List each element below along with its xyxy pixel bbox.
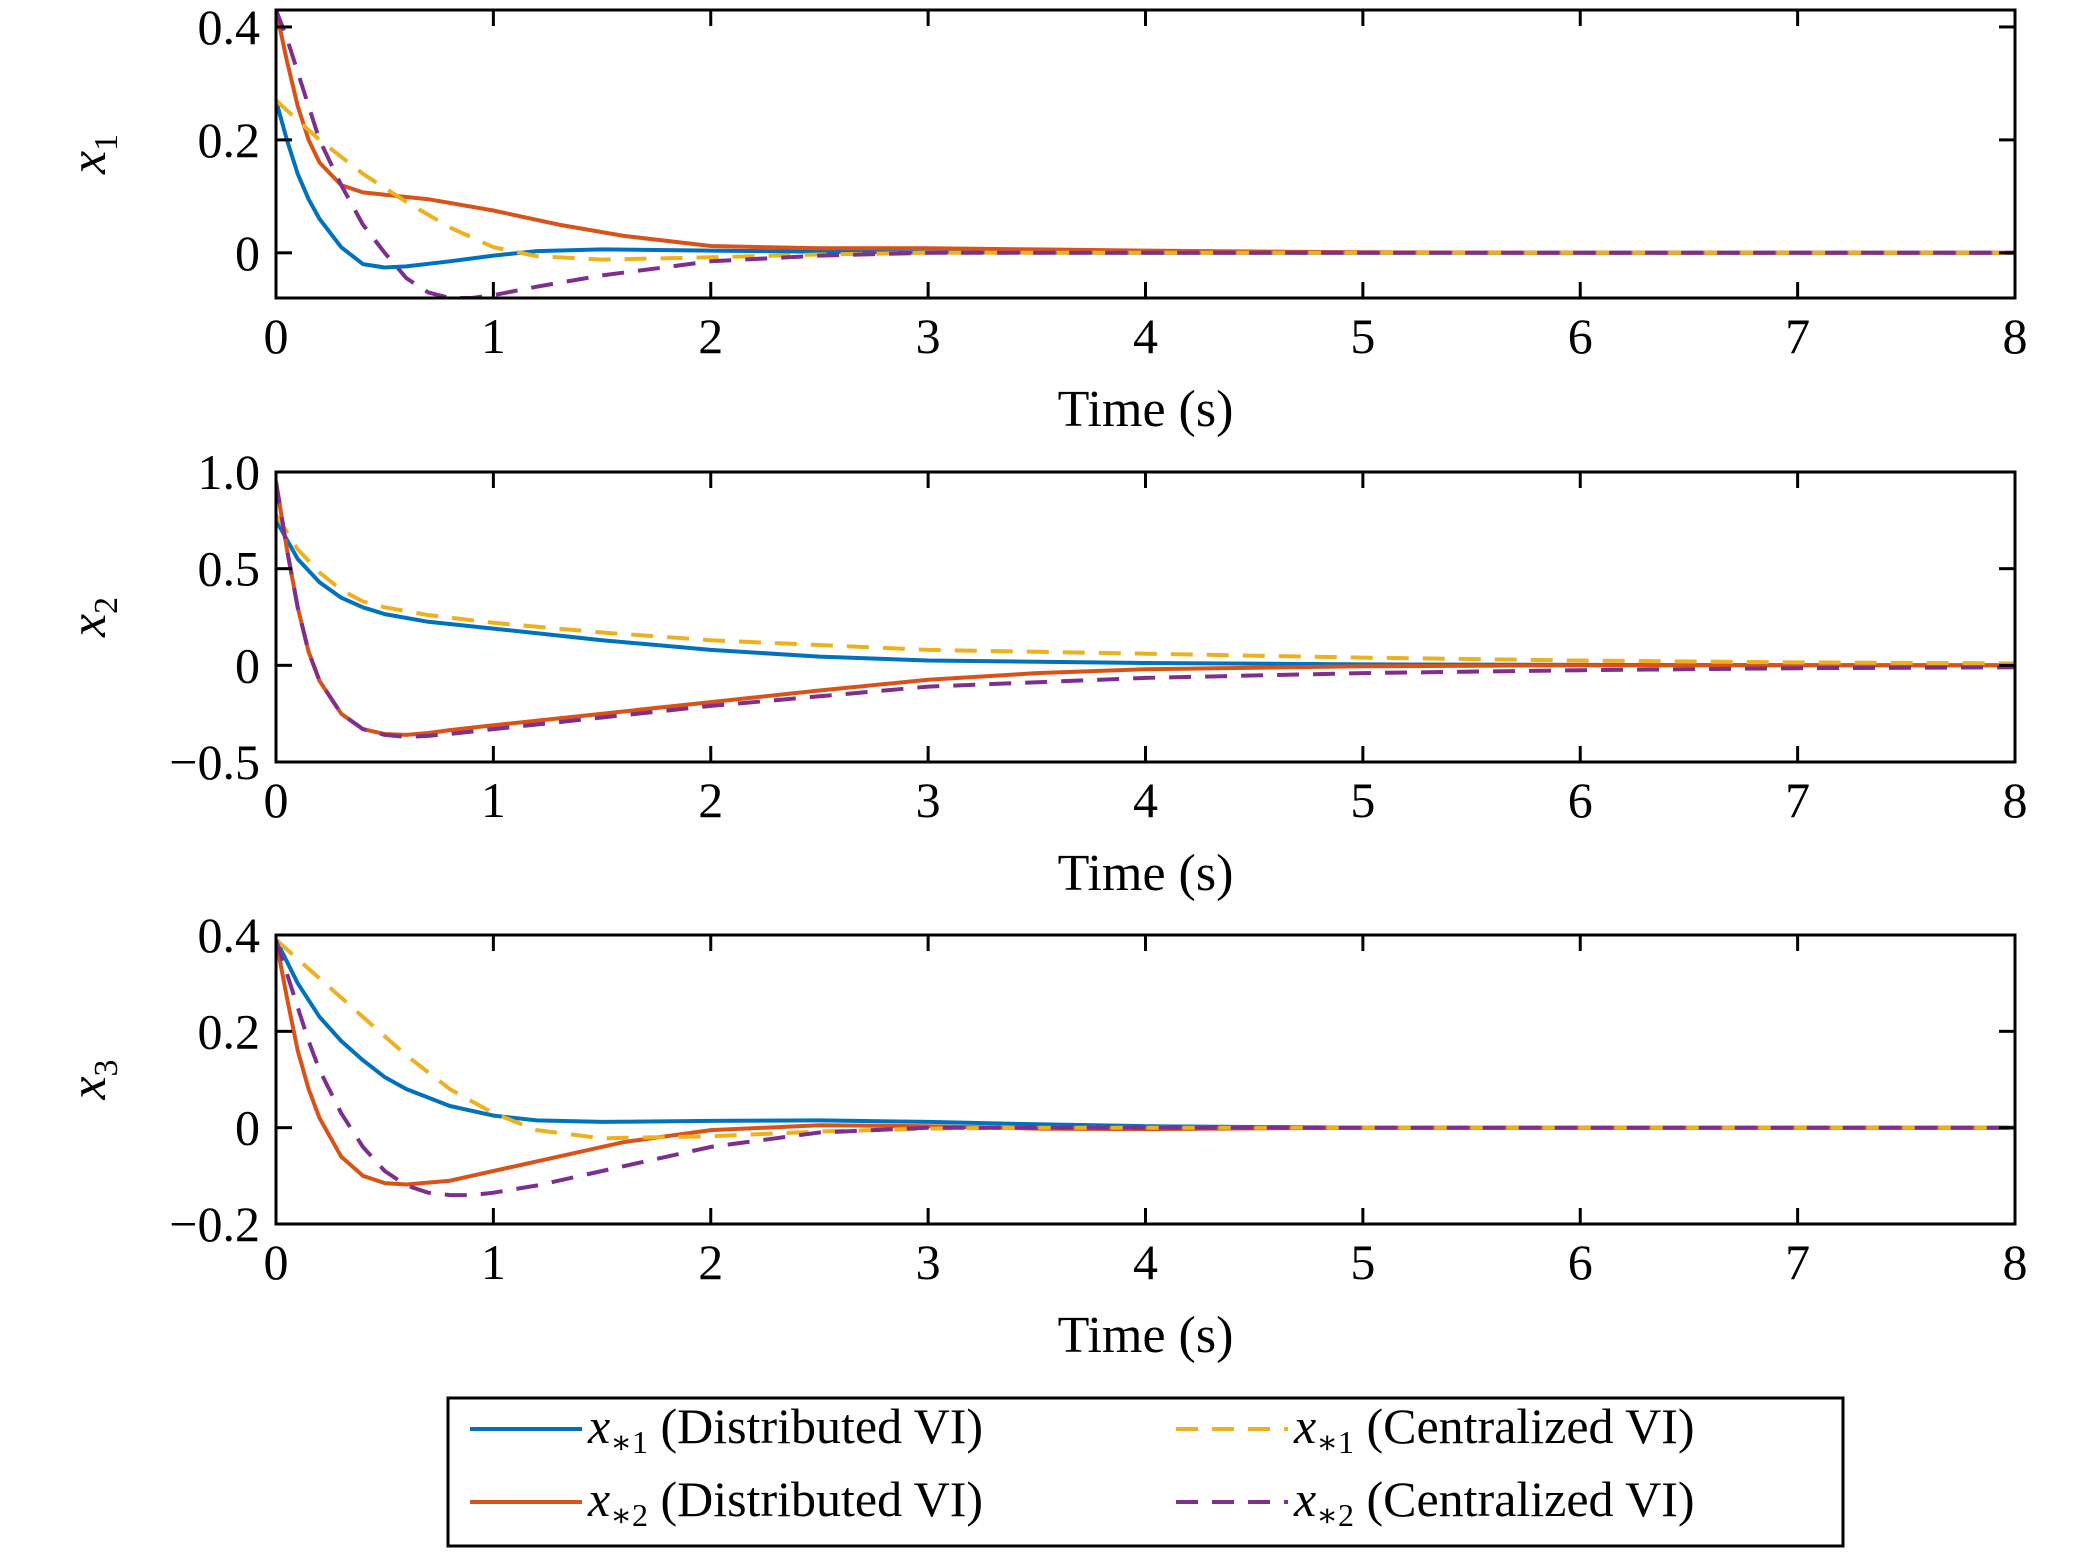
x-tick-label: 0: [264, 308, 289, 364]
series-line-d2: [276, 10, 2015, 255]
legend-label: x∗2 (Centralized VI): [1293, 1471, 1695, 1533]
legend-item-c1: x∗1 (Centralized VI): [1176, 1398, 1695, 1460]
x-tick-label: 3: [916, 772, 941, 828]
y-axis-label: x2: [60, 597, 125, 638]
x-axis-label: Time (s): [1058, 1307, 1234, 1364]
x-tick-label: 1: [481, 308, 506, 364]
x-tick-label: 7: [1785, 772, 1810, 828]
x-tick-label: 7: [1785, 1234, 1810, 1290]
y-tick-label: 0.5: [198, 541, 261, 597]
x-tick-label: 4: [1133, 1234, 1158, 1290]
x-tick-label: 1: [481, 1234, 506, 1290]
x-tick-label: 4: [1133, 772, 1158, 828]
series-group: [276, 10, 2015, 298]
x-tick-label: 3: [916, 308, 941, 364]
y-axis-label: x3: [60, 1059, 125, 1100]
x-tick-label: 6: [1568, 772, 1593, 828]
x-tick-label: 5: [1350, 772, 1375, 828]
axes-box: [274, 470, 2017, 764]
legend-label: x∗2 (Distributed VI): [587, 1471, 983, 1533]
x-tick-label: 2: [698, 772, 723, 828]
series-line-d1: [276, 519, 2015, 668]
series-line-c2: [276, 10, 2015, 298]
series-line-c2: [276, 481, 2015, 739]
x-tick-label: 3: [916, 1234, 941, 1290]
y-tick-label: −0.2: [169, 1196, 260, 1252]
x-tick-label: 8: [2003, 1234, 2028, 1290]
series-line-c1: [276, 513, 2015, 666]
y-axis-label: x1: [60, 134, 125, 175]
series-line-c1: [276, 938, 2015, 1141]
x-tick-label: 7: [1785, 308, 1810, 364]
y-tick-label: 0: [235, 1100, 260, 1156]
y-tick-label: 0.2: [198, 112, 261, 168]
y-tick-label: 0.4: [198, 0, 261, 55]
x-axis-label: Time (s): [1058, 845, 1234, 902]
x-tick-label: 8: [2003, 308, 2028, 364]
x-tick-label: 5: [1350, 308, 1375, 364]
x-tick-label: 2: [698, 1234, 723, 1290]
x-tick-label: 1: [481, 772, 506, 828]
series-line-c2: [276, 939, 2015, 1198]
x-tick-label: 4: [1133, 308, 1158, 364]
legend-box: [446, 1396, 1845, 1548]
axes-box: [274, 933, 2017, 1226]
x-tick-label: 6: [1568, 308, 1593, 364]
x-tick-label: 6: [1568, 1234, 1593, 1290]
x-tick-label: 8: [2003, 772, 2028, 828]
legend-label: x∗1 (Distributed VI): [587, 1398, 983, 1460]
y-tick-label: 1.0: [198, 444, 261, 500]
y-tick-label: 0.2: [198, 1003, 261, 1059]
series-line-d2: [276, 481, 2015, 737]
x-axis-label: Time (s): [1058, 381, 1234, 438]
x-tick-label: 5: [1350, 1234, 1375, 1290]
x-tick-label: 0: [264, 1234, 289, 1290]
y-tick-label: 0.4: [198, 907, 261, 963]
series-line-d2: [276, 939, 2015, 1187]
y-tick-label: 0: [235, 637, 260, 693]
series-line-c1: [276, 98, 2015, 262]
legend-item-d2: x∗2 (Distributed VI): [470, 1471, 983, 1533]
y-tick-label: −0.5: [169, 734, 260, 790]
legend-item-d1: x∗1 (Distributed VI): [470, 1398, 983, 1460]
legend-item-c2: x∗2 (Centralized VI): [1176, 1471, 1695, 1533]
series-group: [276, 481, 2015, 739]
series-line-d1: [276, 938, 2015, 1130]
x-tick-label: 2: [698, 308, 723, 364]
series-line-d1: [276, 99, 2015, 270]
x-tick-label: 0: [264, 772, 289, 828]
legend: x∗1 (Distributed VI) x∗1 (Centralized VI)…: [446, 1396, 1845, 1548]
series-group: [276, 938, 2015, 1198]
subplot-x1: 0 1 2 3 4 5 6 7 8 0 0.2 0.4 Time (s) x1: [60, 0, 2028, 438]
legend-label: x∗1 (Centralized VI): [1293, 1398, 1695, 1460]
y-tick-label: 0: [235, 225, 260, 281]
